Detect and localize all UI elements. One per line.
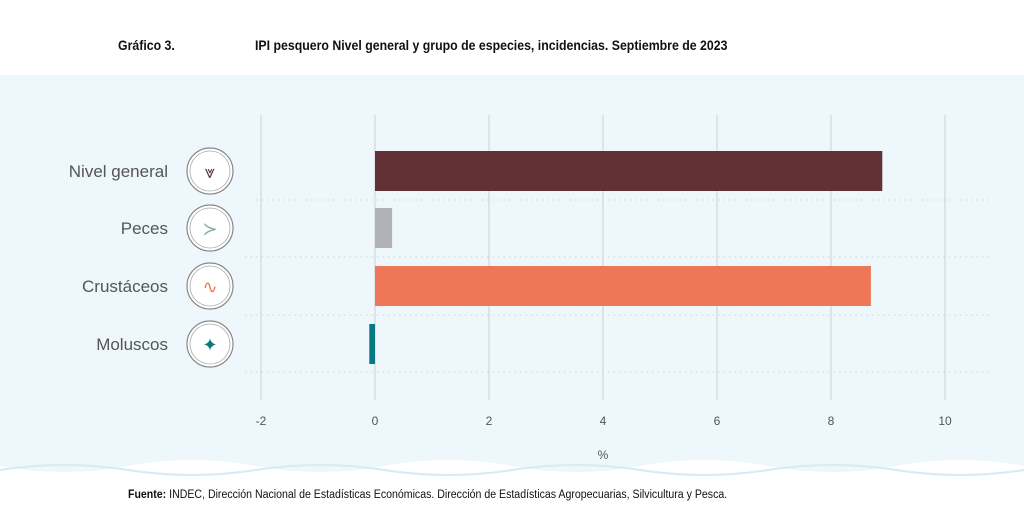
fish-icon-glyph: ≻ (202, 219, 217, 239)
chart-title: IPI pesquero Nivel general y grupo de es… (255, 37, 728, 53)
fish-icon-ring (189, 207, 231, 249)
index-chart-icon-ring (189, 150, 231, 192)
bar-crustáceos (375, 266, 871, 306)
x-tick-label: 0 (372, 414, 379, 428)
squid-icon (186, 320, 234, 368)
index-chart-icon (186, 147, 234, 195)
x-tick-label: 8 (828, 414, 835, 428)
wave-decoration (0, 460, 1024, 478)
x-tick-label: 4 (600, 414, 607, 428)
shrimp-icon-glyph: ∿ (202, 277, 217, 297)
x-axis-label: % (598, 448, 609, 462)
category-label: Nivel general (69, 162, 168, 181)
index-chart-icon-glyph: ⩔ (205, 162, 215, 182)
source-label: Fuente: (128, 489, 167, 501)
x-tick-label: 2 (486, 414, 493, 428)
x-tick-label: 6 (714, 414, 721, 428)
source-text: INDEC, Dirección Nacional de Estadística… (166, 489, 728, 501)
fish-icon (186, 204, 234, 252)
bar-nivel-general (375, 151, 883, 191)
category-label: Peces (121, 219, 168, 238)
bar-moluscos (369, 324, 375, 364)
category-label: Moluscos (96, 335, 168, 354)
x-tick-label: 10 (938, 414, 952, 428)
squid-icon-glyph: ✦ (202, 335, 217, 355)
shrimp-icon (186, 262, 234, 310)
x-tick-label: -2 (256, 414, 267, 428)
shrimp-icon-ring (189, 265, 231, 307)
bar-peces (375, 208, 393, 248)
figure-number: Gráfico 3. (118, 37, 175, 53)
source-note: Fuente: INDEC, Dirección Nacional de Est… (128, 489, 727, 501)
squid-icon-ring (189, 323, 231, 365)
category-label: Crustáceos (82, 277, 168, 296)
